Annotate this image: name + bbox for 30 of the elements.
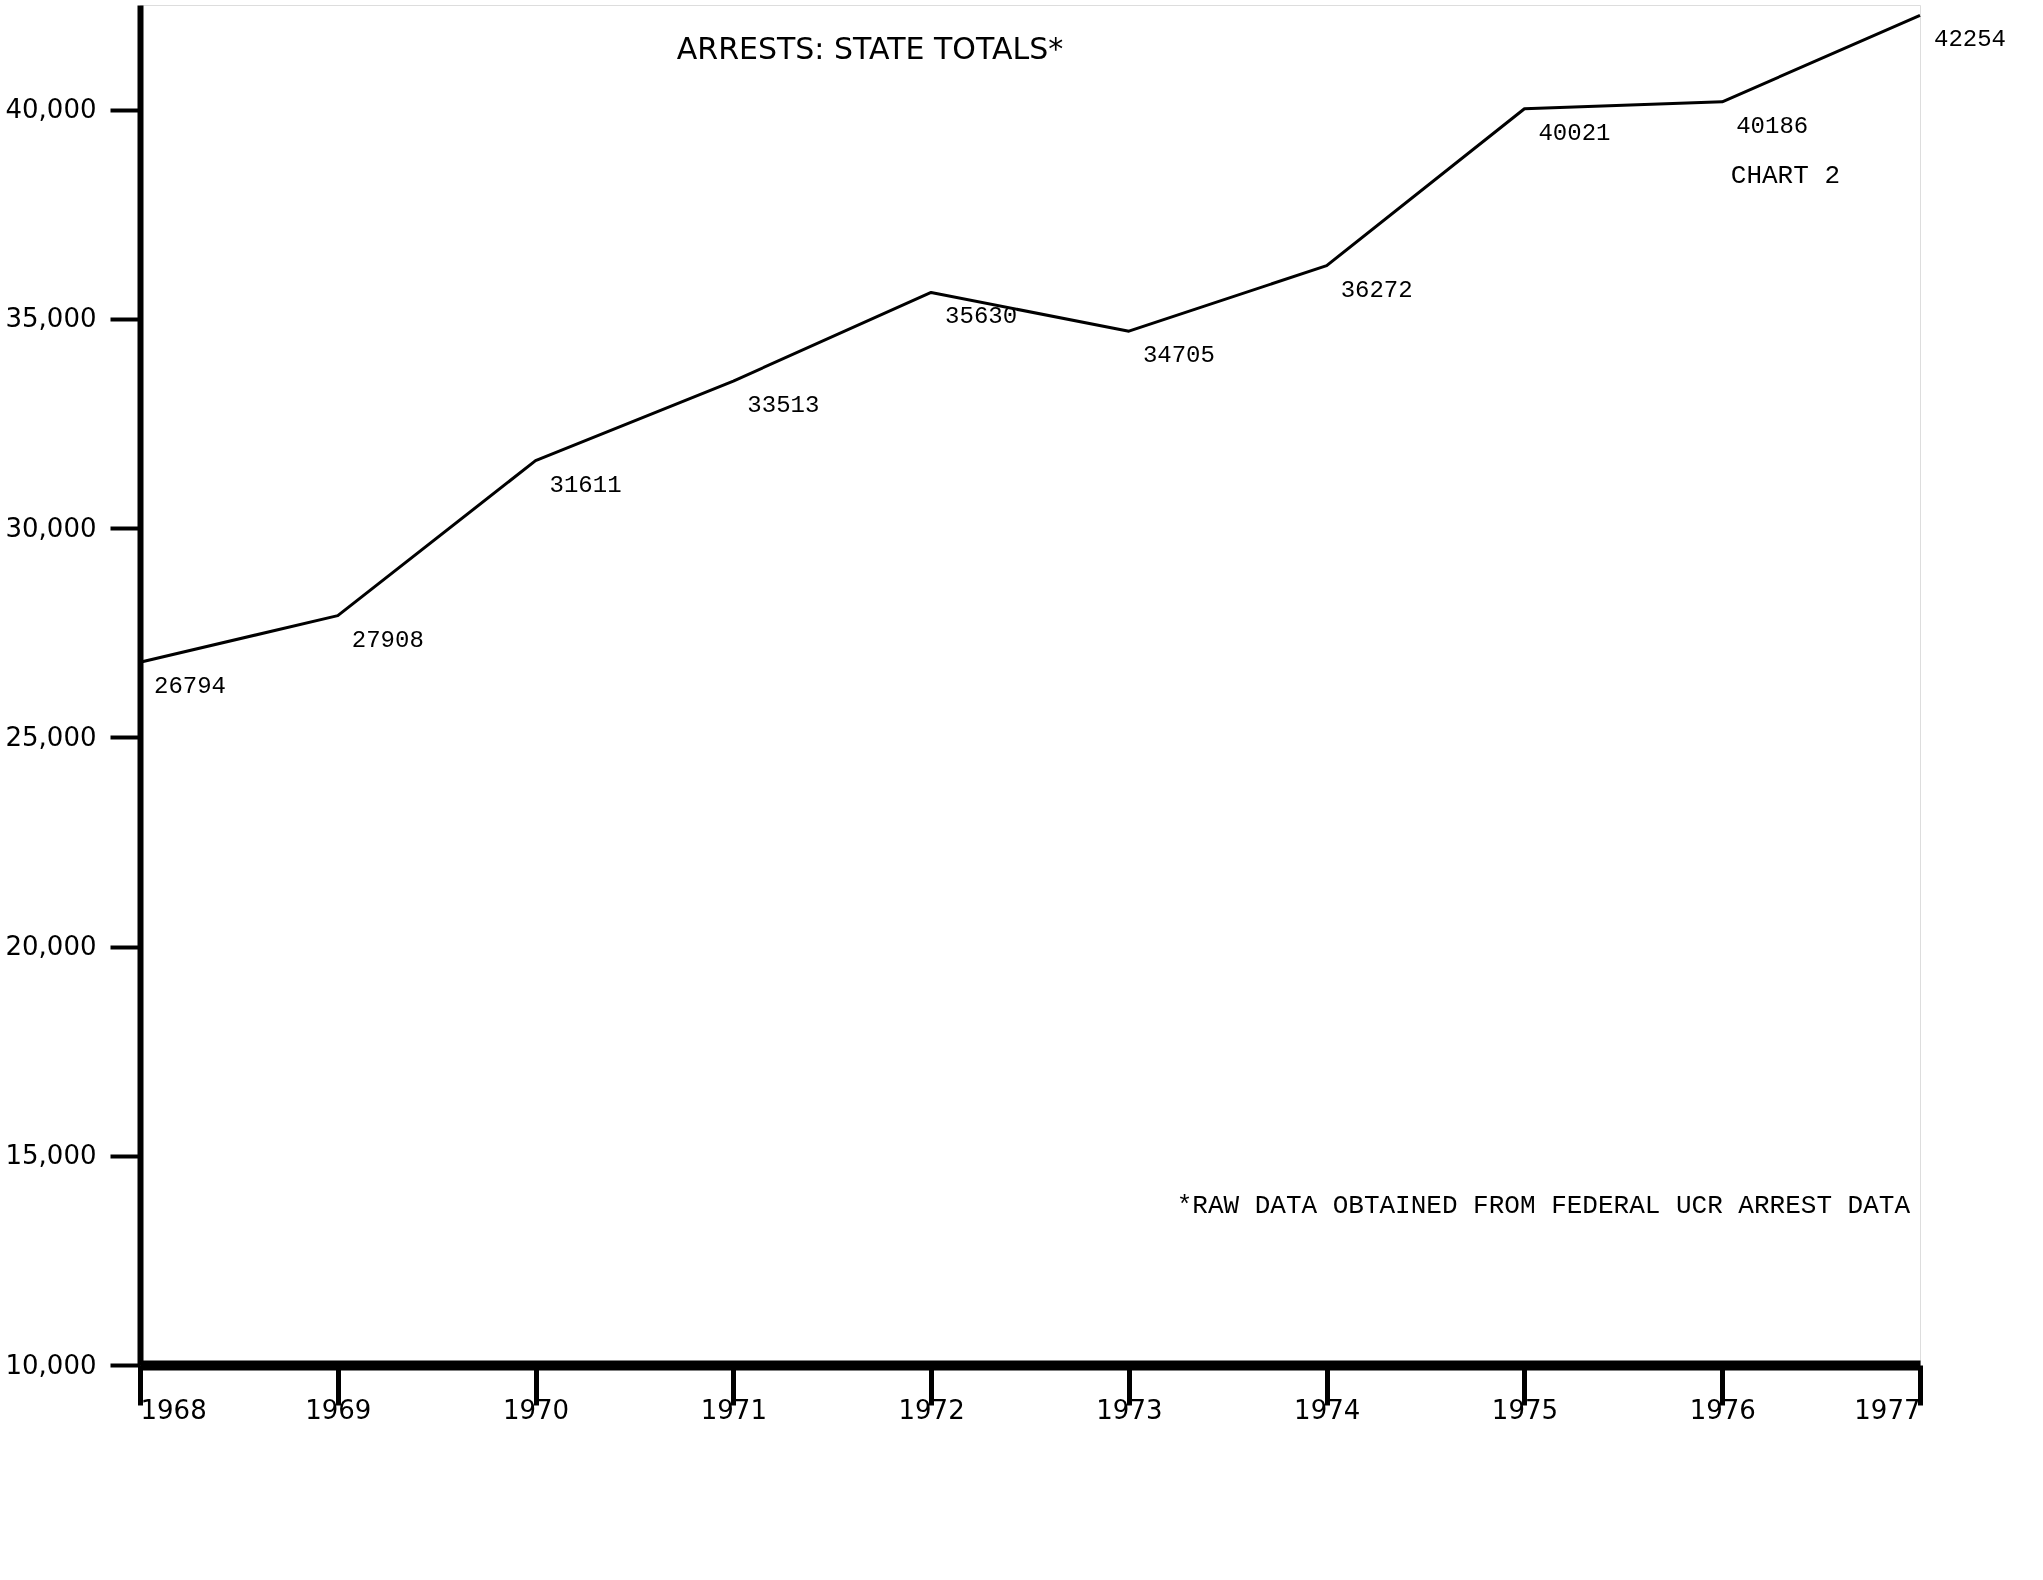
x-tick-label: 1976 xyxy=(1689,1394,1756,1425)
y-tick-label: 10,000 xyxy=(5,1349,97,1380)
data-label: 31611 xyxy=(549,471,622,499)
data-label: 35630 xyxy=(945,303,1018,331)
y-tick-label: 25,000 xyxy=(5,721,97,752)
y-tick-label: 35,000 xyxy=(5,303,97,334)
data-label: 34705 xyxy=(1142,342,1215,370)
x-tick-label: 1975 xyxy=(1491,1394,1559,1425)
text: ARRESTS: STATE TOTALS* xyxy=(676,31,1064,66)
x-tick-label: 1972 xyxy=(898,1394,965,1425)
data-label: 40186 xyxy=(1736,112,1809,140)
x-tick-label: 1970 xyxy=(502,1394,570,1425)
y-tick-label: 40,000 xyxy=(5,94,97,125)
annotation: *RAW DATA OBTAINED FROM FEDERAL UCR ARREST DATA xyxy=(1176,1191,1911,1221)
y-tick-label: 30,000 xyxy=(5,512,97,543)
x-tick-label: 1968 xyxy=(140,1394,207,1425)
data-label: 27908 xyxy=(351,626,424,654)
x-tick-label: 1973 xyxy=(1096,1394,1163,1425)
annotation: CHART 2 xyxy=(1730,161,1840,191)
data-label: 33513 xyxy=(747,392,820,420)
data-label: 26794 xyxy=(154,673,227,701)
data-label: 36272 xyxy=(1340,276,1413,304)
data-label: 40021 xyxy=(1538,119,1611,147)
x-tick-label: 1969 xyxy=(305,1394,372,1425)
data-label: 42254 xyxy=(1934,26,2007,54)
x-tick-label: 1977 xyxy=(1854,1394,1921,1425)
y-tick-label: 20,000 xyxy=(5,931,97,962)
x-tick-label: 1971 xyxy=(700,1394,767,1425)
x-tick-label: 1974 xyxy=(1294,1394,1361,1425)
y-tick-label: 15,000 xyxy=(5,1140,97,1171)
